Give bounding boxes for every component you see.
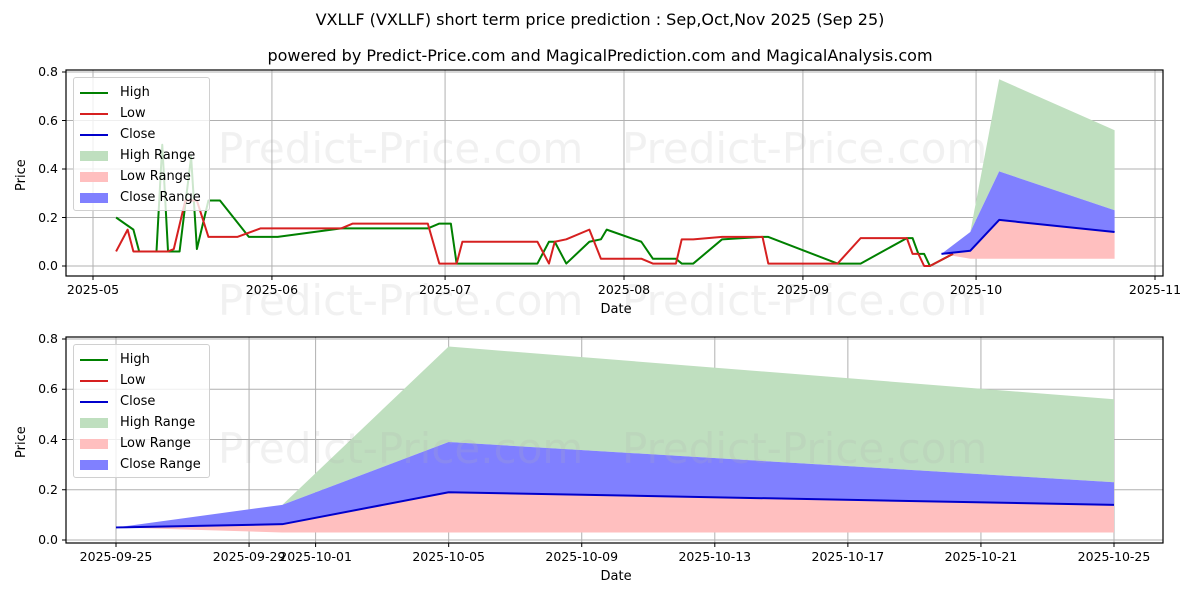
legend-item: Close [80, 124, 201, 145]
legend-label: Low Range [120, 169, 191, 184]
watermark: Predict-Price.com [218, 276, 584, 325]
legend-label: Close Range [120, 190, 201, 205]
legend-patch-swatch [80, 438, 108, 449]
legend-line-swatch [80, 112, 108, 115]
legend-label: Close Range [120, 457, 201, 472]
y-tick-label: 0.8 [38, 331, 58, 346]
legend-item: High [80, 349, 201, 370]
legend-label: High [120, 352, 150, 367]
watermark: Predict-Price.com [622, 424, 988, 473]
y-tick-label: 0.0 [38, 258, 58, 273]
legend-bottom: High Low Close High Range Low Range Close Ran… [73, 344, 210, 478]
x-tick-label: 2025-07 [418, 282, 472, 297]
legend-patch-swatch [80, 150, 108, 161]
legend-label: Low Range [120, 436, 191, 451]
low-line [115, 199, 954, 267]
legend-item: Low Range [80, 166, 201, 187]
legend-label: High Range [120, 415, 196, 430]
y-tick-label: 0.6 [38, 381, 58, 397]
chart-subtitle: powered by Predict-Price.com and Magical… [267, 46, 933, 65]
x-tick-label: 2025-10-21 [944, 549, 1018, 564]
forecast-chart [62, 336, 1164, 547]
high-range-area [116, 346, 1114, 528]
watermark: Predict-Price.com [218, 124, 584, 173]
x-tick-label: 2025-10-25 [1077, 549, 1151, 564]
x-tick-label: 2025-08 [597, 282, 651, 297]
x-axis-label: Date [600, 569, 632, 584]
legend-label: High [120, 85, 150, 100]
legend-line-swatch [80, 400, 108, 403]
y-axis-label: Price [14, 426, 29, 458]
x-tick-label: 2025-10-17 [811, 549, 885, 564]
close-line [941, 218, 1115, 255]
legend-item: High Range [80, 145, 201, 166]
legend-item: Close Range [80, 187, 201, 208]
watermark: Predict-Price.com [622, 124, 988, 173]
history-chart [62, 69, 1164, 280]
legend-label: Close [120, 394, 156, 409]
x-tick-label: 2025-10 [949, 282, 1003, 297]
x-tick-label: 2025-09 [776, 282, 830, 297]
x-tick-label: 2025-06 [245, 282, 299, 297]
x-tick-label: 2025-09-29 [212, 549, 286, 564]
x-tick-label: 2025-10-05 [412, 549, 485, 564]
y-tick-label: 0.2 [38, 209, 58, 225]
legend-item: Low [80, 370, 201, 391]
close-line [115, 491, 1115, 529]
y-tick-label: 0.8 [38, 64, 58, 79]
y-tick-label: 0.0 [38, 532, 58, 547]
x-tick-label: 2025-10-09 [545, 549, 619, 564]
chart-title: VXLLF (VXLLF) short term price predictio… [315, 10, 885, 29]
legend-item: High [80, 82, 201, 103]
x-tick-label: 2025-10-01 [279, 549, 352, 564]
legend-patch-swatch [80, 417, 108, 428]
legend-item: High Range [80, 412, 201, 433]
close-range-area [116, 442, 1114, 528]
close-range-area [941, 171, 1115, 254]
legend-label: Low [120, 373, 146, 388]
legend-patch-swatch [80, 192, 108, 203]
legend-item: Close [80, 391, 201, 412]
x-tick-label: 2025-05 [66, 282, 120, 297]
y-tick-label: 0.2 [38, 481, 58, 497]
legend-item: Low [80, 103, 201, 124]
y-axis-label: Price [14, 159, 29, 191]
legend-line-swatch [80, 133, 108, 136]
high-range-area [941, 79, 1115, 254]
legend-item: Low Range [80, 433, 201, 454]
legend-line-swatch [80, 91, 108, 94]
x-tick-label: 2025-09-25 [79, 549, 153, 564]
x-tick-label: 2025-11 [1128, 282, 1182, 297]
legend-label: Low [120, 106, 146, 121]
legend-label: High Range [120, 148, 196, 163]
y-tick-label: 0.4 [38, 431, 58, 447]
low-range-area [941, 219, 1115, 259]
legend-patch-swatch [80, 171, 108, 182]
legend-line-swatch [80, 379, 108, 382]
y-tick-label: 0.6 [38, 112, 58, 128]
watermark: Predict-Price.com [622, 276, 988, 325]
legend-label: Close [120, 127, 156, 142]
legend-patch-swatch [80, 459, 108, 470]
legend-item: Close Range [80, 454, 201, 475]
x-axis-label: Date [600, 302, 632, 317]
legend-line-swatch [80, 358, 108, 361]
watermark: Predict-Price.com [218, 424, 584, 473]
x-tick-label: 2025-10-13 [678, 549, 752, 564]
y-tick-label: 0.4 [38, 161, 58, 176]
low-range-area [116, 492, 1114, 533]
legend-top: High Low Close High Range Low Range Close Ran… [73, 77, 210, 211]
